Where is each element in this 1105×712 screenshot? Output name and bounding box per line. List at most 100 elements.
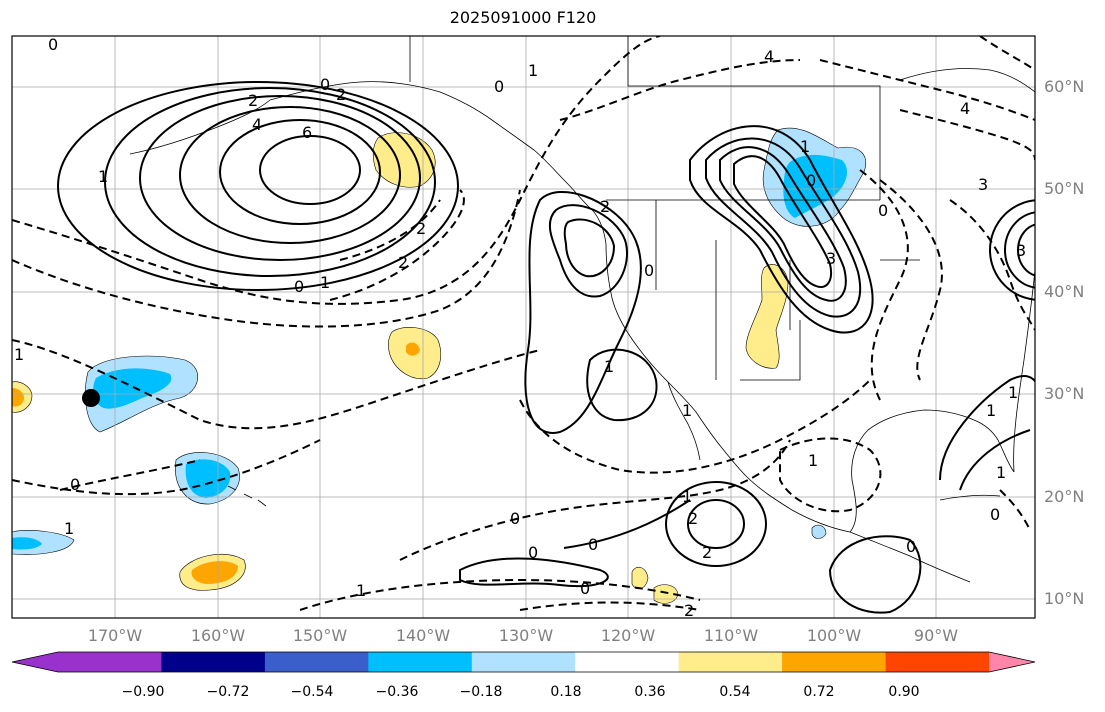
shade-small-blue: [811, 524, 827, 539]
contour-pos-se: [939, 375, 1035, 481]
colorbar-segment: [678, 652, 783, 672]
colorbar-tick-label: −0.36: [375, 684, 419, 700]
contour-pos-ak-3: [139, 95, 421, 261]
contour-label: 3: [826, 249, 836, 268]
lat-label-60n: 60°N: [1044, 77, 1085, 96]
colorbar-segment: [575, 652, 680, 672]
contour-label: 4: [764, 47, 774, 66]
contour-label: 1: [98, 167, 108, 186]
contour-label: 1: [986, 401, 996, 420]
contour-neg-trop-2: [519, 601, 701, 611]
colorbar-tick-label: −0.72: [206, 684, 250, 700]
lon-label-90w: 90°W: [913, 626, 959, 645]
contour-label: 0: [806, 171, 816, 190]
contour-label: 1: [800, 137, 810, 156]
contour-label: 0: [906, 537, 916, 556]
map-title: 2025091000 F120: [449, 8, 597, 27]
colorbar-extend-min: [12, 652, 58, 672]
baja: [667, 381, 701, 461]
contour-label: 0: [70, 475, 80, 494]
contour-label: 2: [336, 85, 346, 104]
contour-label: 2: [600, 197, 610, 216]
colorbar-extend-max: [989, 652, 1035, 672]
contour-label: 2: [702, 543, 712, 562]
shade-small-tropic: [631, 566, 649, 590]
contour-label: 1: [682, 401, 692, 420]
contour-label: 0: [878, 201, 888, 220]
contour-label: 4: [252, 115, 262, 134]
colorbar-segment: [368, 652, 473, 672]
contour-pos-se-2: [959, 429, 1031, 491]
contour-neg-trop-0: [399, 439, 791, 561]
contour-pos-east-1: [989, 199, 1035, 301]
contour-label: 0: [48, 35, 58, 54]
colorbar-tick-label: 0.36: [634, 684, 666, 700]
contour-label: 2: [688, 509, 698, 528]
contour-label: 1: [1008, 383, 1018, 402]
storm-marker: [82, 389, 100, 407]
colorbar-segment: [264, 652, 369, 672]
lon-label-170w: 170°W: [87, 626, 143, 645]
lat-label-10n: 10°N: [1044, 589, 1085, 608]
contour-label-group: 0 2 4 6 0 2 1 0 1 2 2 0 1 4 3 4 1 0 2 0 …: [14, 35, 1026, 620]
contour-pos-sw: [828, 535, 922, 614]
contour-pos-baja: [586, 348, 658, 422]
contour-label: 1: [356, 581, 366, 600]
contour-pos-trop-3: [563, 499, 691, 549]
shade-hawaii-south-core: [185, 459, 231, 498]
shade-mid-pacific-core: [406, 342, 420, 356]
lon-label-160w: 160°W: [190, 626, 246, 645]
contour-label: 4: [960, 99, 970, 118]
contour-neg-pac-0: [59, 459, 201, 491]
contour-label: 2: [416, 219, 426, 238]
lon-label-150w: 150°W: [292, 626, 348, 645]
shade-hawaii-southwest-core: [191, 561, 238, 584]
shade-hawaii-north-core: [93, 368, 172, 409]
colorbar-segment: [885, 652, 990, 672]
colorbar-tick-label: 0.54: [719, 684, 751, 700]
contour-neg-2b-pac: [339, 199, 441, 261]
contour-neg-canada-1: [559, 59, 801, 121]
colorbar-segment: [58, 652, 162, 672]
contour-neg-2-pac: [329, 189, 465, 301]
hudson-bay: [899, 68, 1035, 93]
contour-neg-1-pac: [12, 189, 521, 328]
contour-pos-ak-5: [219, 119, 381, 225]
colorbar-tick-label: 0.72: [803, 684, 835, 700]
contour-label: 6: [302, 123, 312, 142]
contour-label: 2: [684, 601, 694, 620]
contour-pos-trop-1: [665, 481, 767, 567]
contour-pos-pl-3: [719, 146, 847, 302]
contour-pos-ak-1: [57, 81, 459, 291]
shaded-anomalies: [12, 127, 866, 604]
state-lines: [655, 200, 920, 381]
caribbean-islands: [939, 494, 1001, 501]
contour-label: 0: [990, 505, 1000, 524]
florida: [973, 419, 1015, 473]
contour-neg-pac-south: [12, 339, 541, 430]
colorbar-segment: [161, 652, 266, 672]
contour-pos-wc-1: [524, 190, 642, 435]
lon-label-140w: 140°W: [395, 626, 451, 645]
contour-pos-ak-6: [259, 135, 361, 205]
contour-label: 1: [320, 273, 330, 292]
contour-neg-gulf: [779, 437, 882, 513]
contour-neg-canada-2: [819, 59, 1035, 121]
shade-far-west-orange: [12, 388, 24, 407]
coastlines: [129, 36, 1035, 583]
contour-pos-east-2: [1004, 211, 1035, 289]
colorbar-tick-label: −0.18: [459, 684, 503, 700]
contour-label: 0: [494, 77, 504, 96]
shade-rockies: [745, 264, 789, 369]
shade-far-west-core: [12, 537, 42, 550]
contour-label: 0: [320, 75, 330, 94]
colorbar-segment: [471, 652, 576, 672]
contour-label: 0: [588, 535, 598, 554]
contour-pos-pl-4: [733, 155, 832, 288]
colorbar-segment: [782, 652, 887, 672]
contour-pos-ak-4: [179, 106, 401, 244]
contour-label: 1: [14, 345, 24, 364]
lat-label-50n: 50°N: [1044, 179, 1085, 198]
west-coast: [587, 205, 747, 477]
